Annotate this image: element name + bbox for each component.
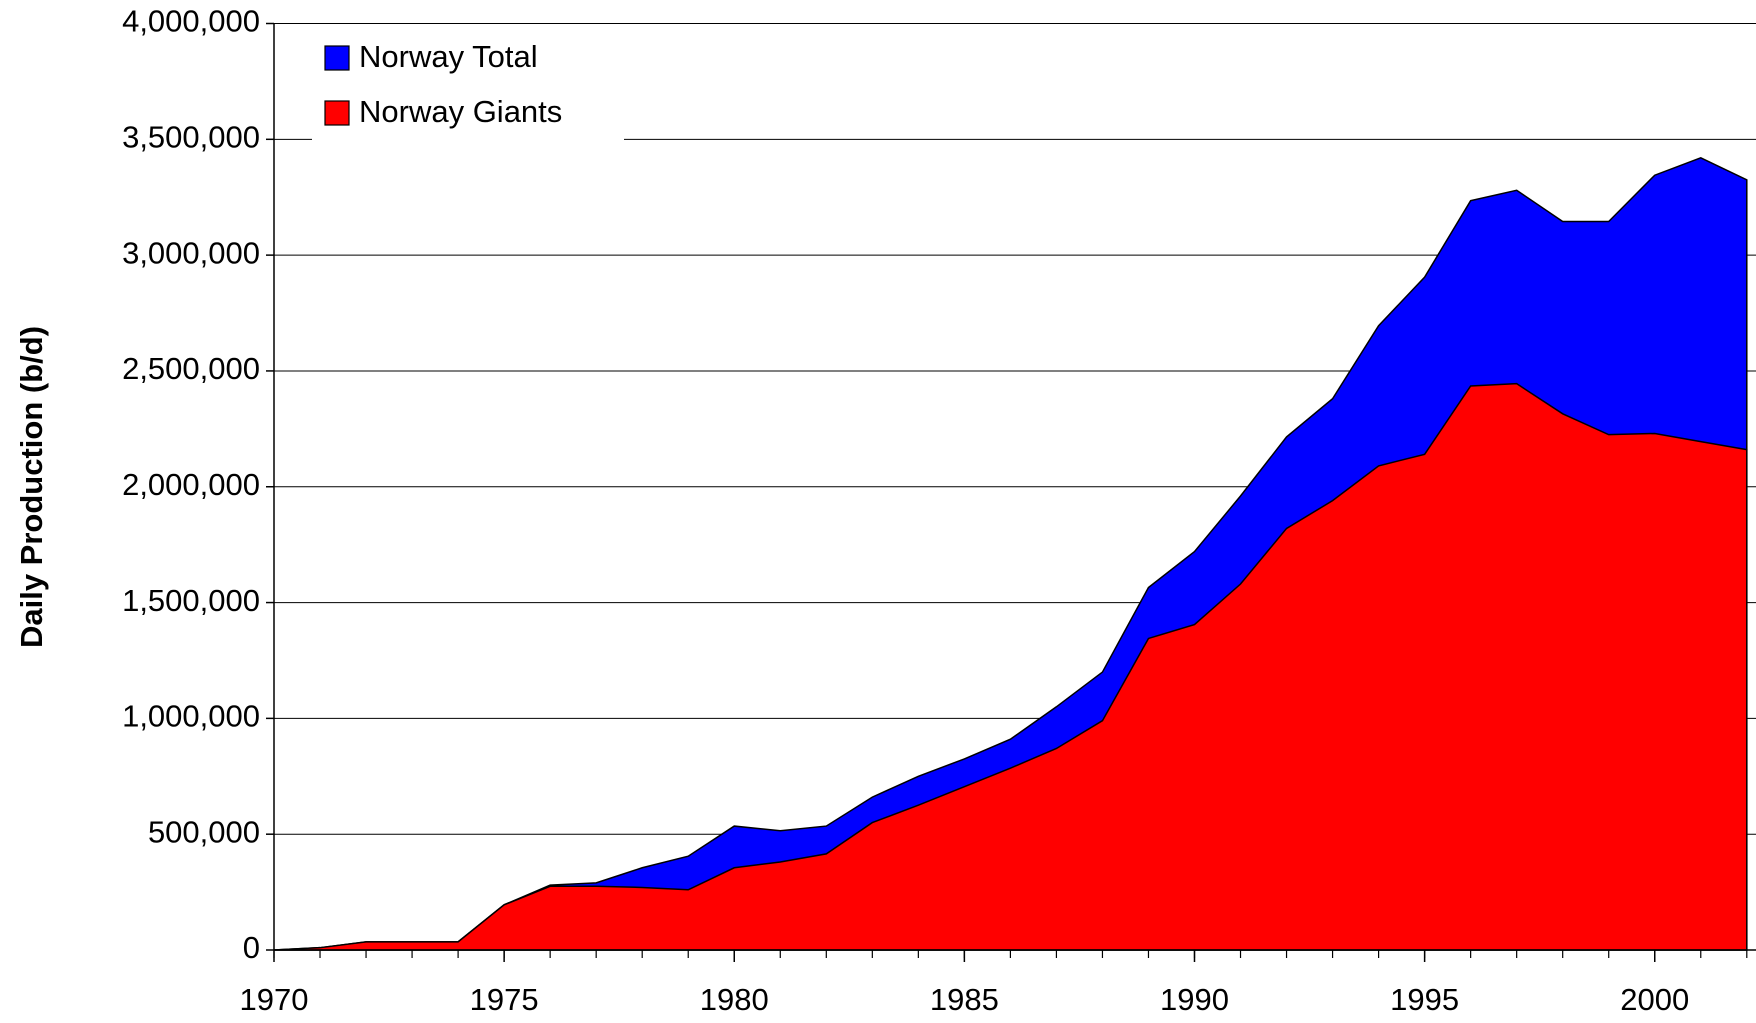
y-tick-label: 1,500,000 <box>122 583 260 618</box>
y-tick-label: 3,000,000 <box>122 235 260 270</box>
area <box>273 382 1748 951</box>
x-tick-label: 1975 <box>470 982 539 1017</box>
legend-box <box>312 33 624 141</box>
x-tick-label: 1990 <box>1160 982 1229 1017</box>
x-tick-label: 1985 <box>930 982 999 1017</box>
y-tick-label: 2,500,000 <box>122 351 260 386</box>
y-axis-label: Daily Production (b/d) <box>14 326 49 648</box>
y-tick-label: 1,000,000 <box>122 699 260 734</box>
y-tick-label: 3,500,000 <box>122 120 260 155</box>
y-tick-label: 0 <box>243 930 260 965</box>
x-tick-label: 2000 <box>1620 982 1689 1017</box>
legend-label: Norway Giants <box>359 94 562 129</box>
x-tick-label: 1995 <box>1390 982 1459 1017</box>
legend-swatch <box>324 100 350 126</box>
y-tick-label: 2,000,000 <box>122 467 260 502</box>
x-tick-label: 1980 <box>700 982 769 1017</box>
y-tick-label: 4,000,000 <box>122 4 260 39</box>
y-tick-label: 500,000 <box>148 814 260 849</box>
legend-swatch <box>324 45 350 71</box>
legend-label: Norway Total <box>359 39 538 74</box>
x-tick-label: 1970 <box>240 982 309 1017</box>
